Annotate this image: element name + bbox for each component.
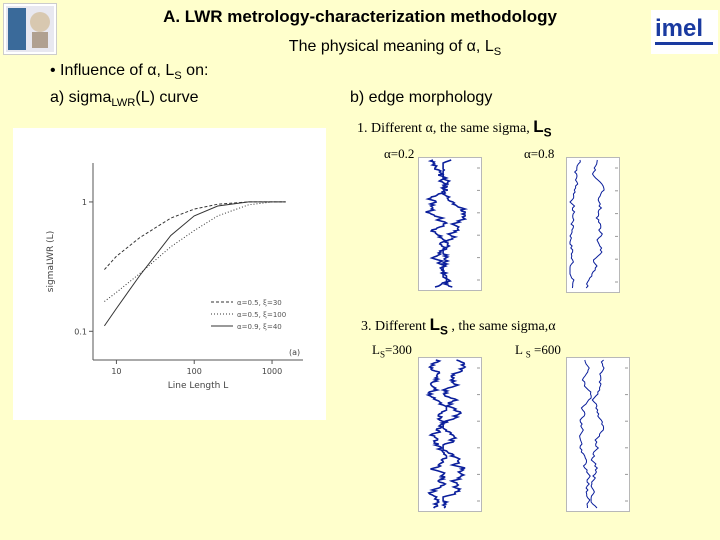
series-line: [103, 201, 286, 327]
influence-bullet: • Influence of α, LS on:: [50, 62, 209, 83]
edge-panel-alpha-08: [566, 157, 620, 293]
university-crest-icon: [6, 6, 54, 52]
edge-trace: [590, 359, 605, 509]
label-edge-morphology: b) edge morphology: [350, 89, 493, 106]
edge-panel-ls-300: [418, 357, 482, 512]
edge-panel-ls-600: [566, 357, 630, 512]
label-sigma-curve: a) sigmaLWR(L) curve: [50, 89, 199, 110]
chart-svg: 10 100 1000 0.1 1 Line Length L sigmaLWR (L) (a…: [46, 163, 303, 391]
edge-trace: [585, 159, 605, 289]
ls-300-label: LS=300: [372, 342, 412, 360]
edge-plot-ls-600: [579, 359, 628, 509]
svg-text:imel: imel: [655, 15, 703, 42]
series-line: [104, 201, 286, 270]
edge-trace: [425, 359, 448, 509]
x-tick-label: 10: [111, 367, 121, 376]
case3-heading: 3. Different LS , the same sigma,α: [361, 315, 556, 338]
edge-trace: [440, 359, 467, 509]
edge-panel-alpha-02: [418, 157, 482, 291]
imel-logo: imel: [651, 10, 718, 54]
case1-heading: 1. Different α, the same sigma, LS: [357, 117, 552, 140]
edge-plot-alpha-08: [569, 159, 618, 289]
edge-plot-alpha-02: [425, 159, 480, 288]
x-axis-label: Line Length L: [168, 381, 229, 391]
edge-trace: [440, 159, 469, 288]
edge-trace: [569, 159, 581, 289]
ls-600-label: L S =600: [515, 342, 561, 360]
x-tick-label: 1000: [262, 367, 282, 376]
panel-label: (a): [289, 348, 300, 357]
legend-entry: α=0.5, ξ=100: [237, 311, 286, 319]
y-tick-label: 0.1: [74, 327, 87, 336]
legend-entry: α=0.9, ξ=40: [237, 323, 282, 331]
series-line: [104, 201, 286, 302]
x-tick-label: 100: [187, 367, 202, 376]
y-axis-label: sigmaLWR (L): [46, 231, 56, 292]
slide-subtitle: The physical meaning of α, LS: [288, 38, 502, 59]
sigma-lwr-chart: 10 100 1000 0.1 1 Line Length L sigmaLWR (L) (a…: [13, 128, 326, 420]
legend-entry: α=0.5, ξ=30: [237, 299, 282, 307]
edge-plot-ls-300: [425, 359, 480, 509]
slide-title: A. LWR metrology-characterization method…: [163, 7, 557, 26]
edge-trace: [579, 359, 592, 508]
imel-logo-icon: imel: [655, 15, 713, 45]
alpha-low-label: α=0.2: [384, 146, 415, 161]
y-tick-label: 1: [82, 198, 87, 207]
university-logo: [3, 3, 57, 55]
alpha-high-label: α=0.8: [524, 146, 555, 161]
